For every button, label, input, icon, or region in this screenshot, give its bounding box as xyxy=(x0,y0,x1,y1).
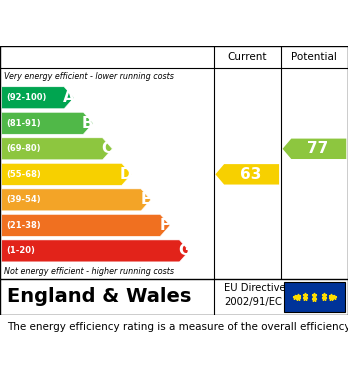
Text: A: A xyxy=(63,90,74,105)
Text: Current: Current xyxy=(228,52,267,62)
Text: (69-80): (69-80) xyxy=(6,144,41,153)
Text: The energy efficiency rating is a measure of the overall efficiency of a home. T: The energy efficiency rating is a measur… xyxy=(7,322,348,332)
Text: 77: 77 xyxy=(307,141,329,156)
Text: (21-38): (21-38) xyxy=(6,221,41,230)
Text: Very energy efficient - lower running costs: Very energy efficient - lower running co… xyxy=(4,72,174,81)
Polygon shape xyxy=(2,112,93,134)
Text: (81-91): (81-91) xyxy=(6,119,41,128)
Text: (92-100): (92-100) xyxy=(6,93,47,102)
Polygon shape xyxy=(2,189,151,211)
Text: B: B xyxy=(82,116,94,131)
Text: 63: 63 xyxy=(240,167,261,182)
Text: England & Wales: England & Wales xyxy=(7,287,191,306)
Text: G: G xyxy=(178,244,190,258)
Text: D: D xyxy=(120,167,133,182)
Polygon shape xyxy=(2,240,189,262)
Polygon shape xyxy=(283,138,346,159)
Polygon shape xyxy=(215,164,279,185)
Polygon shape xyxy=(2,163,132,185)
Text: (39-54): (39-54) xyxy=(6,196,41,204)
Text: EU Directive
2002/91/EC: EU Directive 2002/91/EC xyxy=(224,283,286,307)
Text: (1-20): (1-20) xyxy=(6,246,35,255)
Text: E: E xyxy=(140,192,151,207)
Text: (55-68): (55-68) xyxy=(6,170,41,179)
Bar xyxy=(284,282,345,312)
Text: C: C xyxy=(102,141,113,156)
Polygon shape xyxy=(2,214,170,236)
Text: F: F xyxy=(160,218,170,233)
Text: Energy Efficiency Rating: Energy Efficiency Rating xyxy=(60,21,288,39)
Polygon shape xyxy=(2,87,74,109)
Polygon shape xyxy=(2,138,112,160)
Text: Potential: Potential xyxy=(292,52,337,62)
Text: Not energy efficient - higher running costs: Not energy efficient - higher running co… xyxy=(4,267,174,276)
